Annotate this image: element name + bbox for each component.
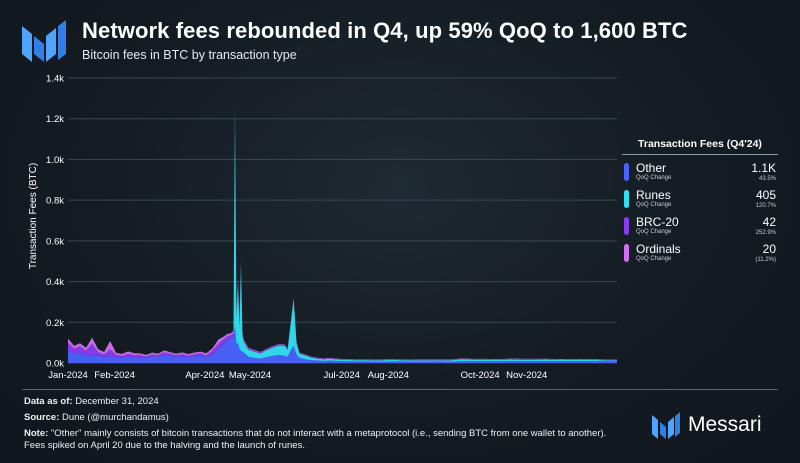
x-tick-label: Apr-2024	[185, 370, 224, 381]
grid-lines	[68, 77, 617, 364]
x-tick-label: Aug-2024	[368, 370, 409, 381]
legend-item-name: Other	[636, 161, 667, 175]
legend-item-value: 405	[755, 188, 776, 202]
brand: Messari	[652, 411, 782, 439]
legend-item-change: 252.9%	[755, 230, 776, 236]
y-tick-label: 1.0k	[46, 155, 64, 166]
legend-item-runes: Runes QoQ Change 405 120.7%	[622, 188, 778, 212]
x-tick-label: Nov-2024	[506, 370, 547, 381]
page-title: Network fees rebounded in Q4, up 59% QoQ…	[82, 18, 688, 43]
series-area-ordinals	[68, 104, 617, 360]
x-tick-label: Oct-2024	[461, 370, 500, 381]
legend-item-change: 43.5%	[758, 176, 776, 182]
brand-name: Messari	[688, 413, 762, 436]
data-as-of-value: December 31, 2024	[75, 396, 159, 407]
y-tick-label: 0.6k	[46, 236, 64, 247]
note-text: "Other" mainly consists of bitcoin trans…	[24, 428, 607, 452]
y-tick-label: 0.8k	[46, 196, 64, 207]
legend-item-change: 120.7%	[755, 203, 776, 209]
area-series	[68, 104, 617, 363]
legend-swatch	[624, 217, 629, 235]
x-tick-label: May-2024	[229, 370, 271, 381]
legend-item-other: Other QoQ Change 1.1K 43.5%	[622, 161, 778, 185]
note: Note: "Other" mainly consists of bitcoin…	[24, 428, 624, 453]
messari-logo-icon	[22, 20, 66, 62]
legend-item-sub: QoQ Change	[636, 202, 672, 208]
legend-item-name: Ordinals	[636, 242, 681, 256]
legend-item-sub: QoQ Change	[636, 175, 672, 181]
page-subtitle: Bitcoin fees in BTC by transaction type	[82, 48, 297, 62]
x-tick-label: Jul-2024	[324, 370, 360, 381]
y-tick-label: 0.2k	[46, 318, 64, 329]
legend-item-value: 42	[762, 215, 776, 229]
fees-chart: 0.0k 0.2k 0.4k 0.6k 0.8k 1.0k 1.2k 1.4k Jan-202…	[28, 74, 617, 381]
legend-item-sub: QoQ Change	[636, 256, 672, 262]
legend-item-change: (11.2%)	[755, 257, 776, 263]
x-axis-ticks: Jan-2024 Feb-2024 Apr-2024 May-2024 Jul-2024…	[48, 370, 547, 381]
source: Source: Dune (@murchandamus)	[24, 412, 169, 423]
y-tick-label: 1.4k	[46, 74, 64, 85]
data-as-of-label: Data as of:	[24, 396, 73, 407]
y-axis-label: Transaction Fees (BTC)	[28, 163, 39, 269]
legend-item-name: Runes	[636, 188, 671, 202]
series-area-other	[68, 326, 617, 363]
legend-title: Transaction Fees (Q4'24)	[622, 138, 778, 155]
legend-swatch	[624, 190, 629, 208]
note-label: Note:	[24, 428, 49, 439]
legend-swatch	[624, 163, 629, 181]
legend-item-value: 1.1K	[751, 161, 776, 175]
y-tick-label: 0.4k	[46, 277, 64, 288]
messari-mark-icon	[652, 412, 680, 439]
legend-swatch	[624, 244, 629, 262]
legend-item-name: BRC-20	[636, 215, 679, 229]
data-as-of: Data as of: December 31, 2024	[24, 396, 159, 407]
legend-item-brc20: BRC-20 QoQ Change 42 252.9%	[622, 215, 778, 239]
footer-divider	[22, 389, 778, 390]
y-axis-ticks: 0.0k 0.2k 0.4k 0.6k 0.8k 1.0k 1.2k 1.4k	[46, 74, 64, 370]
source-label: Source:	[24, 412, 60, 423]
y-tick-label: 1.2k	[46, 114, 64, 125]
source-value: Dune (@murchandamus)	[62, 412, 169, 423]
x-tick-label: Feb-2024	[94, 370, 135, 381]
x-tick-label: Jan-2024	[48, 370, 88, 381]
series-area-runes	[68, 108, 617, 362]
legend-item-value: 20	[762, 242, 776, 256]
y-tick-label: 0.0k	[46, 359, 64, 370]
legend-item-ordinals: Ordinals QoQ Change 20 (11.2%)	[622, 242, 778, 266]
legend-item-sub: QoQ Change	[636, 229, 672, 235]
legend: Transaction Fees (Q4'24) Other QoQ Chang…	[622, 138, 778, 269]
